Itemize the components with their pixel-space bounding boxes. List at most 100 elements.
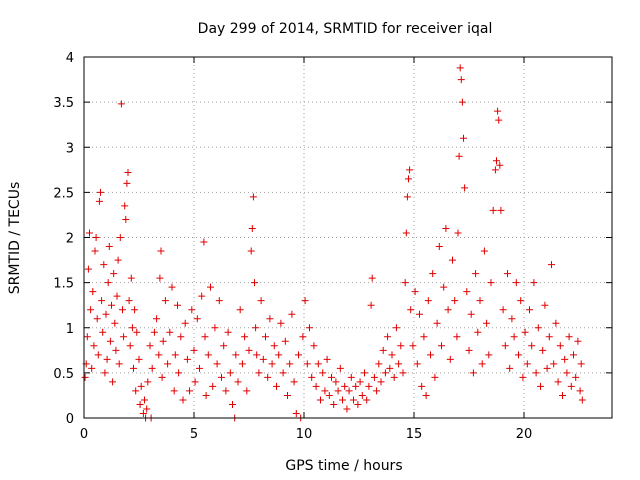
y-tick-label: 0.5: [53, 367, 74, 382]
data-point: [141, 396, 148, 404]
data-point: [150, 328, 158, 336]
data-point: [343, 405, 351, 413]
data-point: [461, 184, 469, 192]
data-point: [117, 100, 125, 108]
y-tick-label: 0: [66, 412, 74, 427]
data-point: [543, 364, 551, 372]
x-tick-label: 15: [406, 427, 423, 442]
data-point: [124, 169, 132, 177]
data-point: [559, 391, 566, 399]
data-point: [95, 197, 103, 205]
data-point: [519, 373, 527, 381]
data-point: [153, 315, 161, 323]
data-point: [101, 369, 109, 377]
data-point: [92, 234, 100, 241]
data-point: [392, 324, 400, 332]
data-point: [395, 360, 403, 368]
data-point: [457, 76, 465, 84]
data-point: [577, 360, 585, 368]
data-point: [501, 342, 509, 350]
data-point: [104, 279, 112, 287]
data-point: [290, 378, 298, 386]
y-tick-label: 3.5: [53, 96, 74, 111]
data-point: [341, 382, 349, 390]
data-point: [485, 351, 493, 359]
data-point: [528, 342, 536, 350]
y-axis-title: SRMTID / TECUs: [7, 182, 23, 295]
data-point: [202, 391, 210, 399]
data-point: [186, 387, 194, 395]
data-point: [188, 306, 196, 314]
data-point: [367, 301, 375, 309]
data-point: [377, 378, 385, 386]
data-point: [222, 387, 230, 395]
data-point: [207, 283, 214, 291]
data-point: [403, 193, 411, 201]
data-point: [572, 373, 580, 381]
data-point: [365, 382, 373, 390]
data-point: [399, 369, 407, 377]
data-point: [548, 261, 555, 269]
data-point: [171, 351, 179, 359]
data-point: [209, 382, 217, 390]
data-point: [491, 166, 499, 174]
axis-ticks: [83, 56, 612, 419]
data-point: [373, 387, 381, 395]
data-point: [226, 369, 234, 377]
data-point: [402, 229, 410, 237]
data-point: [541, 301, 549, 309]
data-point: [259, 355, 267, 363]
data-point: [213, 360, 221, 368]
data-point: [106, 337, 114, 345]
data-point: [427, 351, 434, 359]
data-point: [100, 261, 108, 269]
data-point: [252, 324, 260, 332]
data-point: [358, 391, 366, 399]
data-point: [467, 310, 475, 318]
data-point: [321, 387, 329, 395]
data-point: [308, 373, 316, 381]
data-point: [126, 342, 134, 350]
data-point: [248, 224, 256, 232]
data-point: [220, 342, 228, 350]
data-point: [550, 360, 558, 368]
data-point: [554, 378, 562, 386]
data-point: [422, 391, 430, 399]
data-point: [446, 355, 454, 363]
data-point: [81, 373, 89, 381]
data-point: [288, 310, 296, 318]
data-point: [556, 342, 564, 350]
data-point: [386, 364, 394, 372]
data-point: [350, 396, 357, 404]
chart-title: Day 299 of 2014, SRMTID for receiver iqa…: [198, 21, 493, 37]
data-point: [125, 297, 133, 305]
data-point: [483, 319, 491, 327]
data-point: [168, 283, 176, 291]
data-point: [325, 391, 333, 399]
data-point: [270, 342, 278, 350]
data-point: [453, 333, 461, 341]
data-point: [534, 324, 542, 332]
data-point: [198, 292, 206, 300]
data-point: [286, 360, 294, 368]
data-point: [455, 152, 463, 160]
data-point: [113, 292, 121, 300]
data-point: [379, 346, 387, 354]
data-point: [257, 297, 265, 305]
data-point: [236, 306, 244, 314]
data-point: [480, 247, 488, 255]
data-point: [105, 243, 113, 251]
data-point: [454, 229, 462, 237]
data-point: [306, 324, 313, 332]
data-point: [200, 238, 208, 246]
data-point: [336, 364, 344, 372]
grid-lines: [84, 57, 612, 418]
data-point: [476, 297, 484, 305]
data-point: [493, 157, 500, 165]
data-point: [413, 360, 421, 368]
data-point: [251, 279, 258, 287]
data-point: [158, 373, 166, 381]
data-point: [143, 405, 151, 413]
data-point: [232, 351, 240, 359]
